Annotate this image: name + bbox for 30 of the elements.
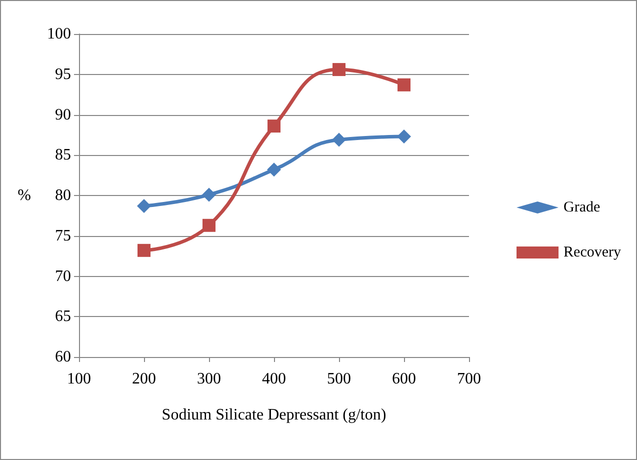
x-tick-label: 300 xyxy=(197,370,221,388)
y-tick-label: 75 xyxy=(55,227,71,244)
y-tick-label: 80 xyxy=(55,187,71,204)
y-tick-label: 70 xyxy=(55,268,71,285)
y-axis-title: % xyxy=(18,187,31,204)
point xyxy=(398,78,410,92)
x-axis-title: Sodium Silicate Depressant (g/ton) xyxy=(162,406,386,424)
x-tick-label: 700 xyxy=(457,370,481,388)
y-tick-label: 100 xyxy=(47,26,71,42)
x-tick-label: 200 xyxy=(132,370,156,388)
y-tick-label: 65 xyxy=(55,308,71,326)
y-tick-label: 90 xyxy=(55,106,71,124)
point xyxy=(268,120,280,133)
x-tick-label: 500 xyxy=(327,370,351,388)
y-tick-label: 60 xyxy=(55,348,71,366)
point xyxy=(332,63,346,76)
point xyxy=(137,198,151,213)
point xyxy=(202,188,216,202)
x-tick-label: 400 xyxy=(262,370,286,388)
legend-label: Recovery xyxy=(564,244,622,260)
point xyxy=(138,244,150,257)
point xyxy=(267,162,281,177)
point xyxy=(202,218,216,232)
x-tick-label: 600 xyxy=(392,370,416,388)
y-tick-label: 95 xyxy=(55,66,71,83)
legend-label: Grade xyxy=(564,200,601,216)
point xyxy=(332,132,346,147)
x-tick-label: 100 xyxy=(67,370,91,388)
y-tick-label: 85 xyxy=(55,146,71,164)
point xyxy=(397,130,411,144)
